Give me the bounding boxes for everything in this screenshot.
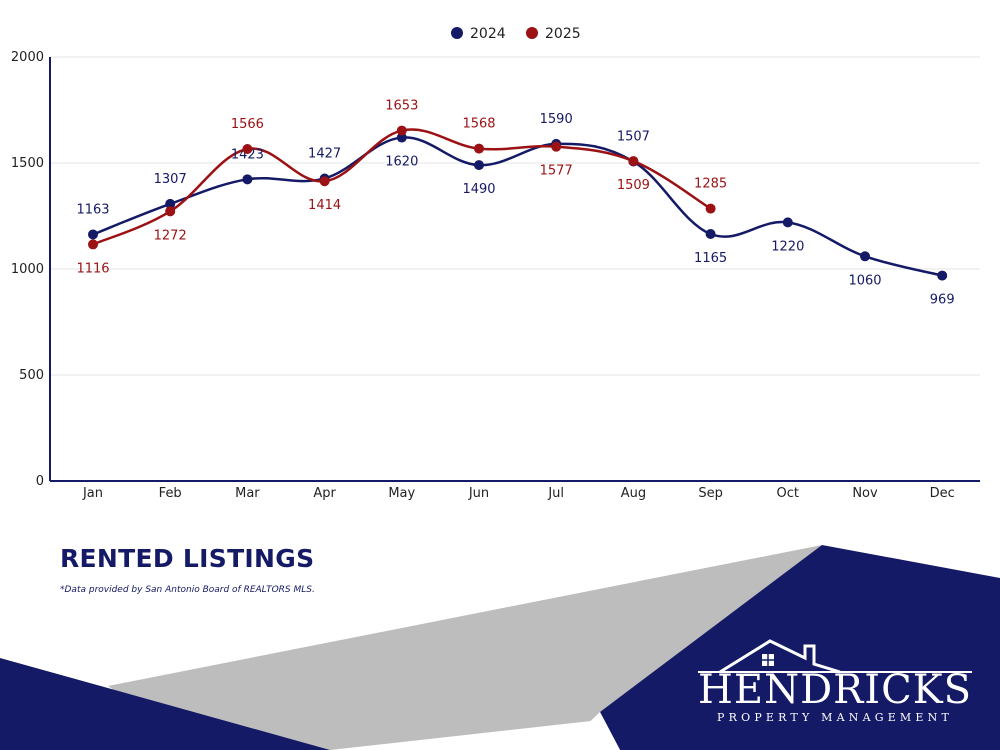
- data-label-2024: 1590: [540, 112, 573, 127]
- data-point-2024: [860, 251, 870, 262]
- data-point-2025: [165, 206, 176, 217]
- x-tick-label: Jan: [82, 486, 103, 501]
- legend-label-2025: 2025: [545, 26, 581, 42]
- white-gap-shape: [560, 712, 620, 750]
- x-tick-label: Sep: [698, 486, 723, 501]
- x-tick-label: Nov: [852, 486, 878, 501]
- series-line-2025: [92, 128, 712, 246]
- legend-marker-2025: [526, 27, 538, 39]
- data-point-2025: [628, 156, 639, 167]
- line-chart: 0 500 1000 1500 2000 Jan Feb Mar Apr May Jun Jul Aug…: [11, 26, 980, 501]
- y-tick-label: 1500: [11, 156, 44, 171]
- data-label-2025: 1568: [462, 117, 495, 132]
- data-label-2024: 1490: [462, 182, 495, 197]
- data-point-2025: [396, 125, 407, 136]
- data-label-2024: 1165: [694, 251, 727, 266]
- house-roof-icon: [698, 639, 972, 674]
- y-tick-label: 0: [36, 474, 44, 489]
- data-point-2024: [782, 217, 793, 228]
- x-tick-label: Jun: [468, 486, 489, 501]
- y-tick-label: 1000: [11, 262, 44, 277]
- logo-subtitle: PROPERTY MANAGEMENT: [717, 711, 953, 724]
- data-point-2024: [396, 132, 407, 143]
- data-label-2025: 1272: [154, 228, 187, 243]
- data-label-2024: 1507: [617, 130, 650, 145]
- x-tick-label: Apr: [313, 486, 336, 501]
- logo-name: HENDRICKS: [698, 667, 972, 713]
- company-logo: HENDRICKS PROPERTY MANAGEMENT: [690, 638, 980, 728]
- navy-right-shape: [600, 545, 1000, 750]
- data-label-2025: 1285: [694, 177, 727, 192]
- data-label-2024: 1423: [231, 147, 264, 162]
- data-point-2024: [705, 229, 716, 240]
- data-point-2025: [88, 239, 98, 250]
- data-point-2024: [165, 198, 176, 209]
- page-title: RENTED LISTINGS: [60, 544, 315, 573]
- data-label-2025: 1414: [308, 198, 341, 213]
- data-label-2025: 1116: [76, 261, 109, 276]
- data-point-2025: [319, 176, 330, 187]
- data-label-2024: 1427: [308, 146, 341, 161]
- data-point-2025: [551, 141, 562, 152]
- navy-left-shape: [0, 658, 330, 750]
- data-label-2024: 1060: [848, 273, 881, 288]
- legend-marker-2024: [451, 27, 463, 39]
- data-point-2024: [937, 270, 948, 281]
- data-point-2025: [242, 144, 253, 155]
- data-point-2025: [705, 203, 716, 214]
- data-point-2024: [88, 229, 98, 240]
- x-tick-label: Feb: [159, 486, 182, 501]
- x-tick-label: Oct: [777, 486, 799, 501]
- source-note: *Data provided by San Antonio Board of R…: [60, 585, 315, 595]
- data-label-2024: 969: [930, 293, 955, 308]
- data-label-2024: 1620: [385, 155, 418, 170]
- data-point-2025: [474, 143, 484, 154]
- data-label-2024: 1307: [154, 172, 187, 187]
- x-tick-label: May: [388, 486, 415, 501]
- x-tick-label: Mar: [235, 486, 260, 501]
- data-label-2025: 1509: [617, 178, 650, 193]
- data-label-2025: 1577: [540, 164, 573, 179]
- gray-band-shape: [108, 545, 822, 750]
- data-label-2024: 1220: [771, 239, 804, 254]
- x-tick-label: Aug: [621, 486, 646, 501]
- data-label-2025: 1566: [231, 117, 264, 132]
- data-label-2025: 1653: [385, 99, 418, 114]
- y-tick-label: 2000: [11, 50, 44, 65]
- data-label-2024: 1163: [76, 202, 109, 217]
- x-tick-label: Dec: [930, 486, 955, 501]
- data-point-2024: [474, 160, 484, 171]
- y-tick-label: 500: [19, 368, 44, 383]
- legend-label-2024: 2024: [470, 26, 506, 42]
- x-tick-label: Jul: [547, 486, 564, 501]
- data-point-2024: [242, 174, 253, 185]
